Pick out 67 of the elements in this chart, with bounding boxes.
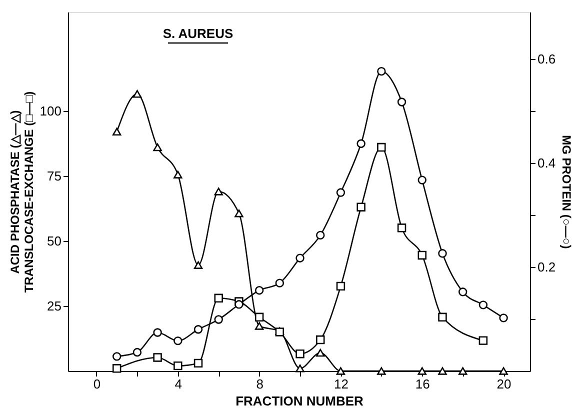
point — [458, 288, 468, 296]
point — [254, 312, 264, 322]
point — [153, 353, 162, 362]
point — [356, 202, 366, 212]
point — [478, 336, 488, 345]
point — [132, 348, 142, 357]
point — [234, 209, 244, 218]
x-tick-label: 0 — [93, 376, 101, 392]
y-tick-label: 100 — [40, 103, 62, 118]
point — [438, 367, 447, 375]
x-tick-label: 20 — [496, 376, 512, 392]
x-tick-label: 12 — [334, 376, 348, 392]
x-tick-label: 16 — [415, 376, 430, 392]
point — [214, 315, 223, 324]
point — [316, 230, 325, 240]
point — [336, 188, 346, 197]
x-tick-label: 8 — [256, 376, 264, 392]
point — [132, 90, 142, 98]
point — [397, 98, 406, 106]
y2-tick-label: 0.6 — [538, 51, 556, 66]
point — [234, 300, 244, 309]
point — [377, 367, 386, 375]
x-axis-title: FRACTION NUMBER — [236, 394, 364, 408]
point — [418, 367, 426, 375]
point — [275, 278, 284, 288]
point — [153, 328, 162, 337]
point — [254, 322, 264, 330]
point — [377, 66, 386, 76]
point — [194, 261, 203, 269]
point — [112, 364, 122, 373]
point — [194, 358, 203, 368]
y-axis-title: ACID PHOSPHATASE (△—△) TRANSLOCASE-EXCHANGE (□—□) — [8, 91, 36, 293]
point — [296, 349, 304, 358]
point — [499, 314, 508, 322]
point — [174, 336, 182, 346]
y2-tick-label: 0.4 — [538, 155, 556, 170]
point — [418, 250, 426, 260]
point — [296, 364, 304, 372]
point — [194, 325, 203, 334]
y2-axis-title: MG PROTEIN (○—○) — [560, 135, 574, 249]
point — [296, 254, 304, 262]
y2-tick-label: 0.2 — [538, 259, 556, 274]
annotation: S. AUREUS — [162, 26, 234, 41]
point — [418, 176, 426, 184]
point — [254, 286, 264, 295]
point — [174, 170, 182, 178]
point — [174, 361, 182, 370]
point — [377, 142, 386, 152]
y-tick-label: 50 — [47, 233, 62, 248]
point — [438, 312, 447, 322]
point — [397, 224, 406, 232]
point — [356, 139, 366, 148]
point — [112, 352, 122, 361]
point — [112, 128, 122, 136]
point — [153, 143, 162, 152]
point — [438, 249, 447, 258]
point — [316, 348, 325, 357]
x-tick-label: 4 — [174, 376, 182, 392]
point — [214, 294, 223, 303]
point — [214, 188, 223, 196]
y-tick-label: 25 — [47, 298, 62, 314]
y-tick-label: 75 — [47, 168, 62, 184]
point — [336, 282, 346, 291]
point — [336, 367, 346, 375]
point — [478, 300, 488, 310]
point — [316, 335, 325, 344]
point — [458, 367, 468, 375]
